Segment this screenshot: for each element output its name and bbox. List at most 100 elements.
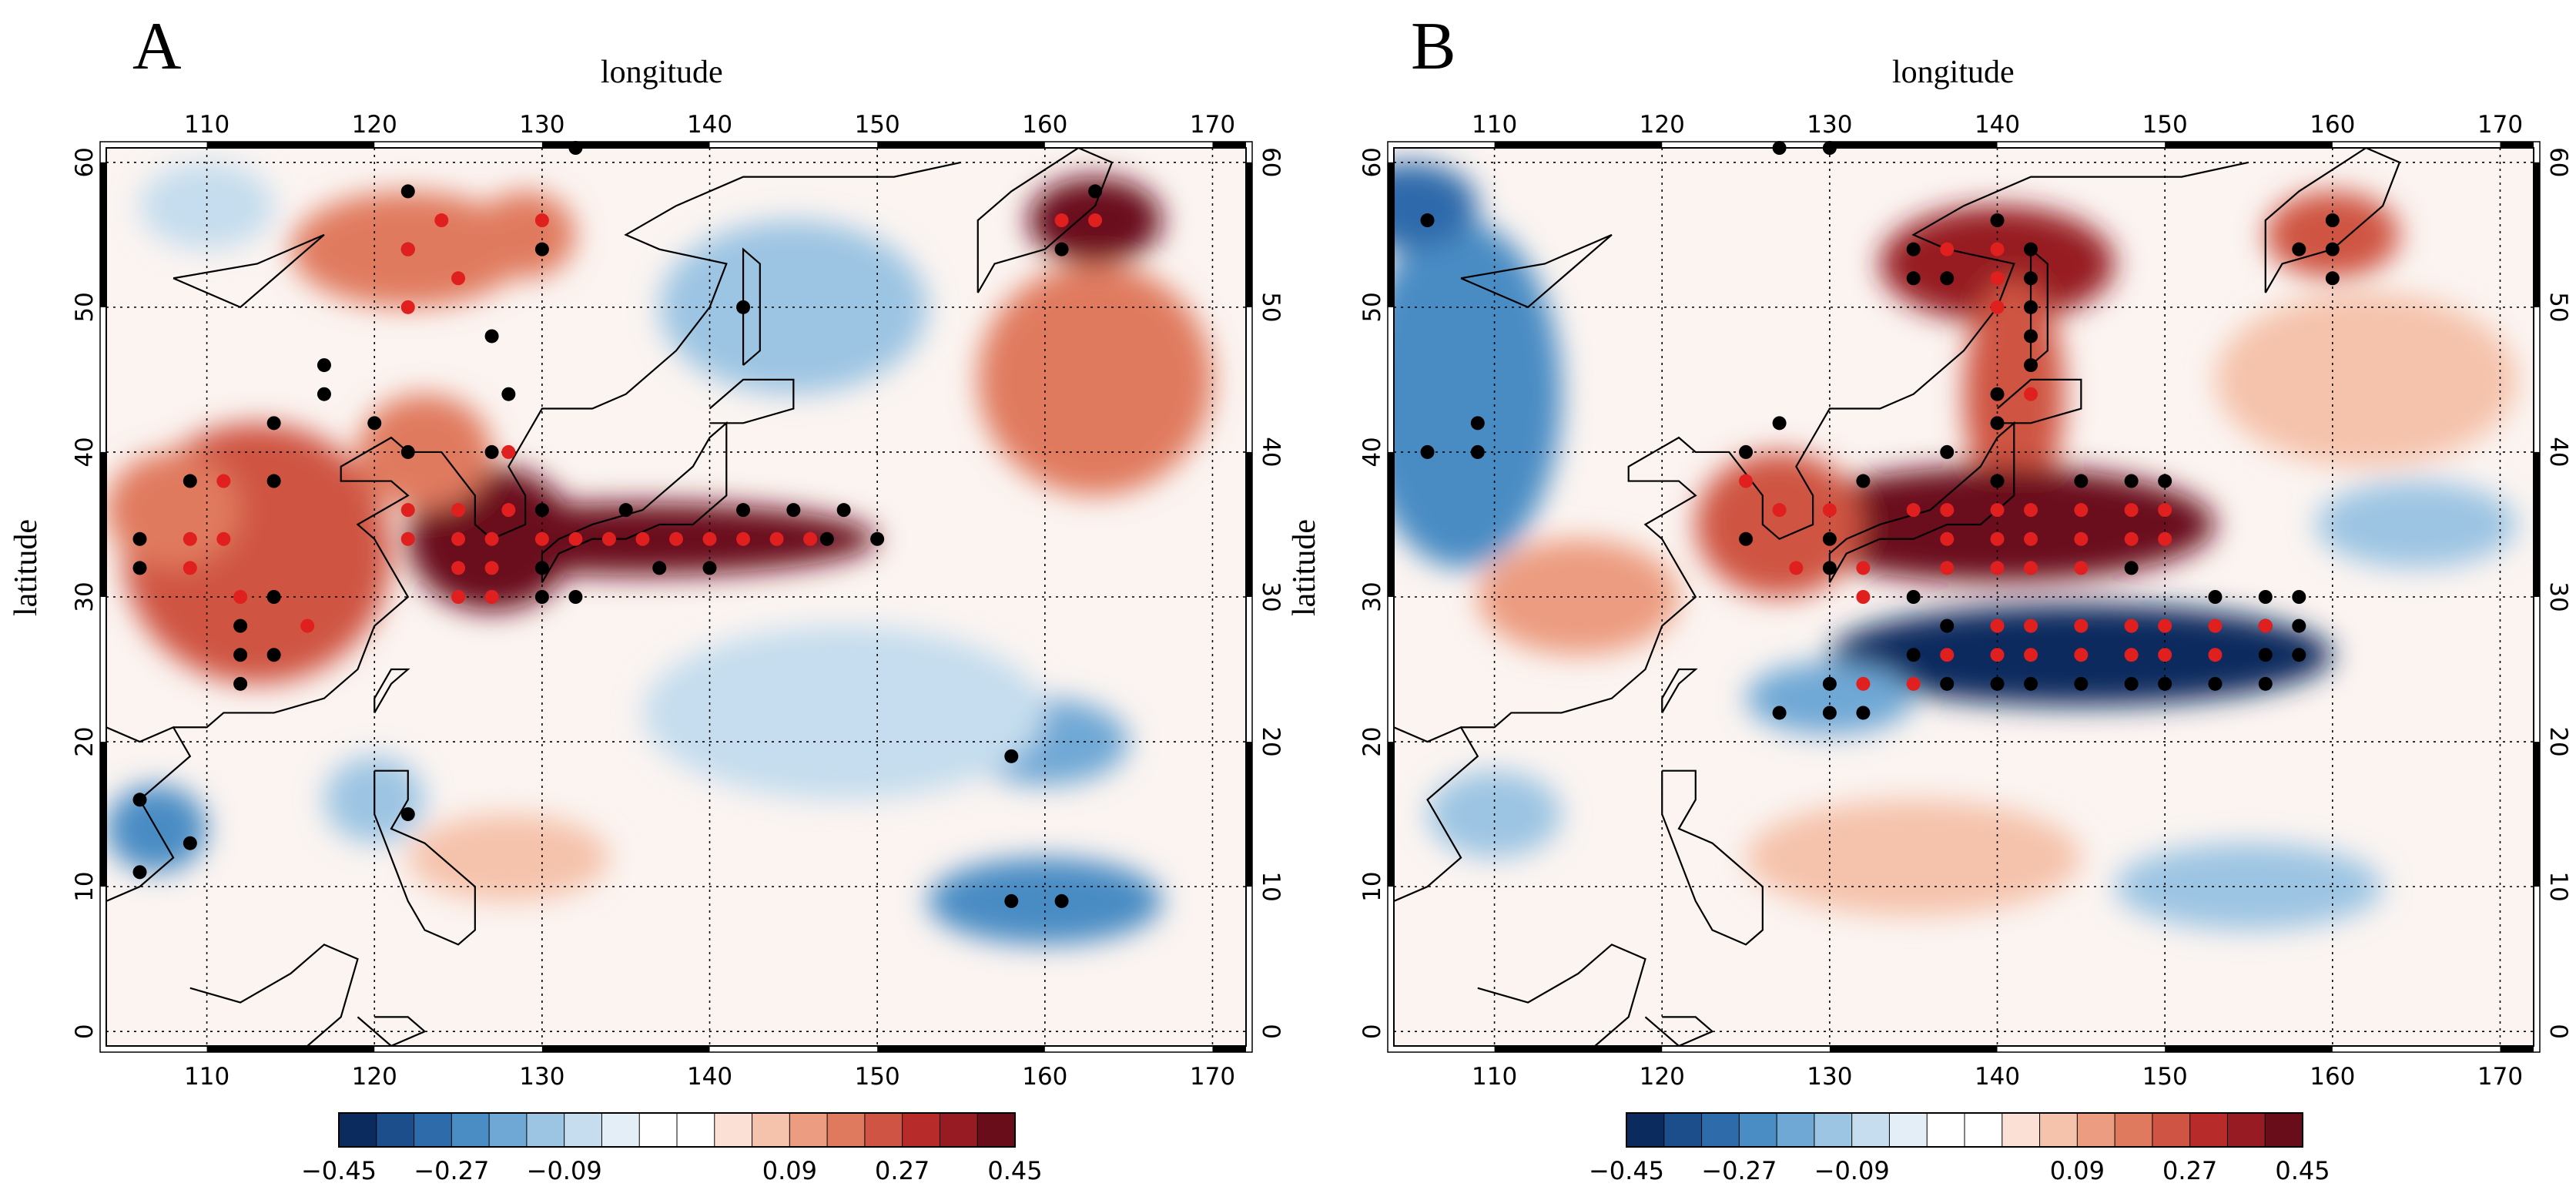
warm-anomaly [1477,538,1679,655]
significance-dot-red [1772,503,1787,518]
significance-dot-black [233,676,248,691]
significance-dot-black [568,590,583,604]
colorbar-swatch [827,1113,866,1147]
significance-dot-red [2124,618,2139,633]
lat-tick-left: 60 [71,147,99,177]
significance-dot-red [534,531,549,546]
coastline [1461,161,2249,729]
significance-dot-red [300,618,315,633]
significance-dot-black [1739,444,1754,459]
lat-tick-right: 30 [2544,582,2572,612]
significance-dot-black [233,618,248,633]
significance-dot-black [400,184,415,199]
colorbar-swatch [902,1113,940,1147]
significance-dot-red [1940,561,1955,575]
significance-dot-black [1822,531,1837,546]
significance-dot-black [266,474,281,488]
significance-dot-red [669,531,683,546]
colorbar-swatch [2039,1113,2078,1147]
lat-tick-left: 20 [71,726,99,756]
lon-tick-bottom: 110 [1472,1063,1517,1091]
significance-dot-red [1990,531,2005,546]
significance-dot-black [1822,141,1837,155]
significance-dot-black [266,648,281,662]
coastline [189,944,359,1046]
significance-dot-black [266,416,281,431]
lat-tick-left: 50 [71,292,99,322]
lon-tick-top: 160 [1022,111,1067,139]
significance-dot-black [501,387,516,401]
significance-dot-red [501,503,516,518]
significance-dot-red [568,531,583,546]
colorbar-swatch [1626,1113,1665,1147]
warm-anomaly [1746,799,2082,916]
colorbar-swatch [376,1113,415,1147]
significance-dot-black [2024,676,2038,691]
colorbar-swatch [677,1113,715,1147]
lat-tick-right: 0 [1257,1024,1285,1039]
significance-dot-red [216,531,231,546]
significance-dot-red [1940,242,1955,256]
significance-dot-black [534,503,549,518]
significance-dot-red [451,531,466,546]
cold-anomaly [139,162,274,250]
lat-tick-right: 30 [1257,582,1285,612]
significance-dot-red [1990,300,2005,314]
lat-tick-left: 10 [1358,871,1386,901]
significance-dot-black [1822,706,1837,720]
significance-dot-red [2158,531,2172,546]
colorbar-swatch [564,1113,602,1147]
significance-dots [1420,141,2340,720]
significance-dot-red [484,590,499,604]
significance-dot-black [534,561,549,575]
lat-tick-right: 20 [1257,726,1285,756]
x-axis-label-b: longitude [1892,55,2015,90]
significance-dot-black [2258,590,2273,604]
significance-dot-black [1004,749,1019,763]
colorbar-swatch [2002,1113,2041,1147]
significance-dot-red [484,531,499,546]
colorbar-tick-label: 0.09 [762,1156,817,1185]
significance-dot-black [1906,242,1921,256]
panel-a: A longitude latitude 110 110 120 120 130 130 1… [8,9,1285,1185]
significance-dot-black [2124,676,2139,691]
significance-dot-black [1940,618,1955,633]
panel-b: B longitude latitude 110 110 120 120 130 130 1… [1287,0,2575,1190]
colorbar-swatch [414,1113,452,1147]
significance-dot-black [2258,676,2273,691]
significance-dot-red [216,474,231,488]
significance-dot-black [1940,676,1955,691]
colorbar-swatch [940,1113,978,1147]
lat-tick-left: 60 [1358,147,1386,177]
significance-dot-black [1940,271,1955,286]
significance-dot-black [1739,531,1754,546]
significance-dot-red [2158,618,2172,633]
significance-dot-red [2074,503,2089,518]
colorbar-tick-label: 0.09 [2050,1156,2105,1185]
significance-dot-red [2208,618,2223,633]
significance-dot-black [736,503,751,518]
significance-dot-black [2024,358,2038,373]
map-a: 110 110 120 120 130 130 140 140 150 150 160 160 170 1… [71,111,1285,1091]
significance-dot-red [2024,618,2038,633]
warm-anomaly [474,191,576,279]
significance-dot-red [2024,648,2038,662]
coastline [374,769,476,946]
lon-tick-top: 170 [1190,111,1235,139]
significance-dot-black [1856,474,1871,488]
significance-dot-red [1906,503,1921,518]
significance-dot-black [233,648,248,662]
colorbar-swatch [789,1113,828,1147]
significance-dot-red [451,503,466,518]
lon-tick-bottom: 170 [1190,1063,1235,1091]
significance-dot-red [400,503,415,518]
significance-dot-black [183,836,197,850]
coastline [1477,944,1646,1046]
significance-dot-black [568,141,583,155]
significance-dot-black [484,444,499,459]
significance-dot-black [2158,474,2172,488]
lon-tick-top: 150 [855,111,900,139]
significance-dot-red [2074,531,2089,546]
significance-dot-black [736,300,751,314]
significance-dot-red [2124,531,2139,546]
